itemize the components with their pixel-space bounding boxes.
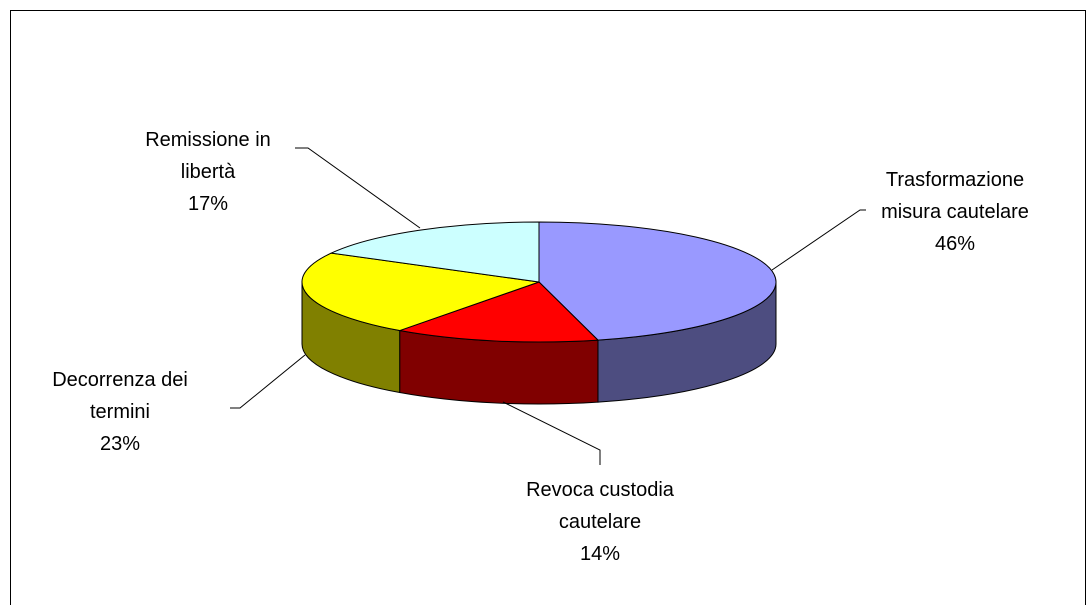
slice-label: Trasformazione misura cautelare 46% (865, 164, 1045, 260)
slice-label: Revoca custodia cautelare 14% (505, 474, 695, 570)
category-label: Trasformazione misura cautelare (881, 169, 1029, 223)
category-label: Revoca custodia cautelare (526, 479, 674, 533)
slice-label: Remissione in libertà 17% (133, 124, 283, 220)
value-label: 17% (187, 193, 229, 215)
leader-line (230, 354, 306, 409)
slice (329, 221, 540, 283)
slice (301, 252, 540, 332)
category-label: Remissione in libertà (145, 129, 271, 183)
value-label: 14% (579, 543, 621, 565)
leader-line (502, 401, 601, 465)
value-label: 23% (99, 433, 141, 455)
slice (397, 281, 600, 343)
category-label: Decorrenza dei termini (52, 369, 188, 423)
slice-label: Decorrenza dei termini 23% (40, 364, 200, 460)
leader-line (771, 209, 866, 271)
slice (538, 221, 777, 341)
leader-line (295, 147, 421, 229)
value-label: 46% (934, 233, 976, 255)
